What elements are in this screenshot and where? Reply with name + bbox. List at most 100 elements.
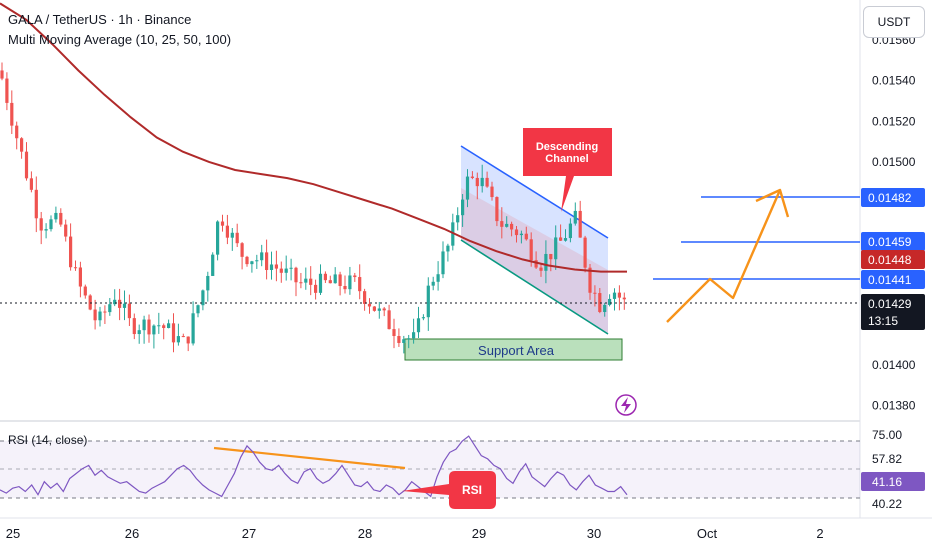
candle-body[interactable]: [412, 332, 416, 339]
candle-body[interactable]: [127, 303, 131, 319]
candle-body[interactable]: [431, 281, 435, 286]
candle-body[interactable]: [98, 311, 102, 321]
candle-body[interactable]: [147, 319, 151, 335]
candle-body[interactable]: [544, 253, 548, 271]
candle-body[interactable]: [598, 293, 602, 312]
candle-body[interactable]: [201, 290, 205, 306]
candle-body[interactable]: [113, 299, 117, 305]
candle-body[interactable]: [397, 336, 401, 343]
candle-body[interactable]: [34, 189, 38, 219]
candle-body[interactable]: [132, 318, 136, 335]
candle-body[interactable]: [402, 339, 406, 343]
candle-body[interactable]: [216, 221, 220, 255]
candle-body[interactable]: [465, 176, 470, 200]
projection-path[interactable]: [666, 189, 782, 323]
candle-body[interactable]: [10, 102, 14, 126]
candle-body[interactable]: [436, 274, 440, 282]
candle-body[interactable]: [279, 268, 283, 273]
candle-body[interactable]: [505, 223, 509, 227]
candle-body[interactable]: [617, 292, 621, 298]
candle-body[interactable]: [294, 267, 298, 283]
candle-body[interactable]: [588, 267, 592, 293]
candle-body[interactable]: [284, 268, 288, 273]
rsi-title[interactable]: RSI (14, close): [8, 433, 88, 447]
candle-body[interactable]: [338, 274, 342, 287]
candle-body[interactable]: [118, 299, 122, 308]
candle-body[interactable]: [240, 243, 244, 257]
candle-body[interactable]: [407, 338, 411, 340]
candle-body[interactable]: [64, 224, 68, 237]
candle-body[interactable]: [0, 70, 4, 79]
candle-body[interactable]: [563, 238, 568, 241]
channel-lower-line[interactable]: [460, 239, 609, 335]
candle-body[interactable]: [20, 138, 24, 152]
candle-body[interactable]: [612, 292, 617, 299]
candle-body[interactable]: [230, 232, 234, 238]
candle-body[interactable]: [59, 212, 63, 225]
candle-body[interactable]: [304, 278, 308, 283]
rsi-callout-bubble[interactable]: [402, 471, 496, 509]
candle-body[interactable]: [152, 325, 156, 335]
candle-body[interactable]: [485, 177, 489, 187]
candle-body[interactable]: [377, 308, 381, 311]
candle-body[interactable]: [24, 151, 29, 179]
candle-body[interactable]: [15, 125, 19, 139]
candle-body[interactable]: [29, 178, 33, 190]
candle-body[interactable]: [583, 237, 587, 268]
candle-body[interactable]: [265, 252, 269, 270]
candle-body[interactable]: [456, 215, 460, 223]
candle-body[interactable]: [103, 311, 107, 313]
candle-body[interactable]: [269, 264, 274, 270]
candle-body[interactable]: [93, 309, 97, 321]
candle-body[interactable]: [519, 233, 523, 236]
candle-body[interactable]: [392, 329, 396, 337]
candle-body[interactable]: [142, 319, 146, 331]
candle-body[interactable]: [441, 251, 445, 275]
candle-body[interactable]: [69, 236, 73, 268]
candle-body[interactable]: [603, 304, 607, 312]
candle-body[interactable]: [608, 298, 612, 305]
candle-body[interactable]: [181, 336, 185, 338]
candle-body[interactable]: [196, 305, 200, 314]
candle-body[interactable]: [461, 199, 465, 216]
candle-body[interactable]: [206, 275, 210, 291]
candle-body[interactable]: [245, 256, 249, 265]
candle-body[interactable]: [235, 232, 239, 244]
candle-body[interactable]: [225, 225, 229, 238]
candle-body[interactable]: [495, 197, 499, 222]
candle-body[interactable]: [510, 223, 514, 230]
candle-body[interactable]: [559, 237, 563, 241]
lightning-icon[interactable]: [615, 394, 637, 416]
rsi-divergence-line[interactable]: [213, 446, 406, 470]
candle-body[interactable]: [220, 221, 225, 226]
candle-body[interactable]: [529, 239, 533, 261]
candle-body[interactable]: [289, 267, 293, 269]
candle-body[interactable]: [475, 177, 479, 187]
candle-body[interactable]: [309, 278, 313, 285]
candle-body[interactable]: [426, 285, 430, 318]
candle-body[interactable]: [5, 78, 9, 103]
candle-body[interactable]: [191, 313, 195, 344]
candle-body[interactable]: [318, 273, 323, 293]
candle-body[interactable]: [363, 291, 367, 304]
candle-body[interactable]: [358, 277, 362, 292]
candle-body[interactable]: [480, 177, 484, 187]
candle-body[interactable]: [554, 237, 558, 260]
candle-body[interactable]: [421, 317, 425, 319]
indicator-title[interactable]: Multi Moving Average (10, 25, 50, 100): [8, 32, 232, 47]
candle-body[interactable]: [44, 229, 48, 231]
candle-body[interactable]: [622, 297, 626, 300]
candle-body[interactable]: [137, 330, 141, 335]
candle-body[interactable]: [122, 303, 127, 308]
candle-body[interactable]: [343, 286, 347, 290]
candle-body[interactable]: [446, 245, 450, 252]
candle-body[interactable]: [490, 186, 494, 198]
candle-body[interactable]: [524, 233, 528, 240]
candle-body[interactable]: [73, 267, 78, 269]
candle-body[interactable]: [416, 318, 421, 333]
candle-body[interactable]: [162, 325, 166, 329]
candle-body[interactable]: [250, 261, 254, 265]
candle-body[interactable]: [387, 310, 391, 330]
support-area-box[interactable]: [404, 338, 623, 361]
